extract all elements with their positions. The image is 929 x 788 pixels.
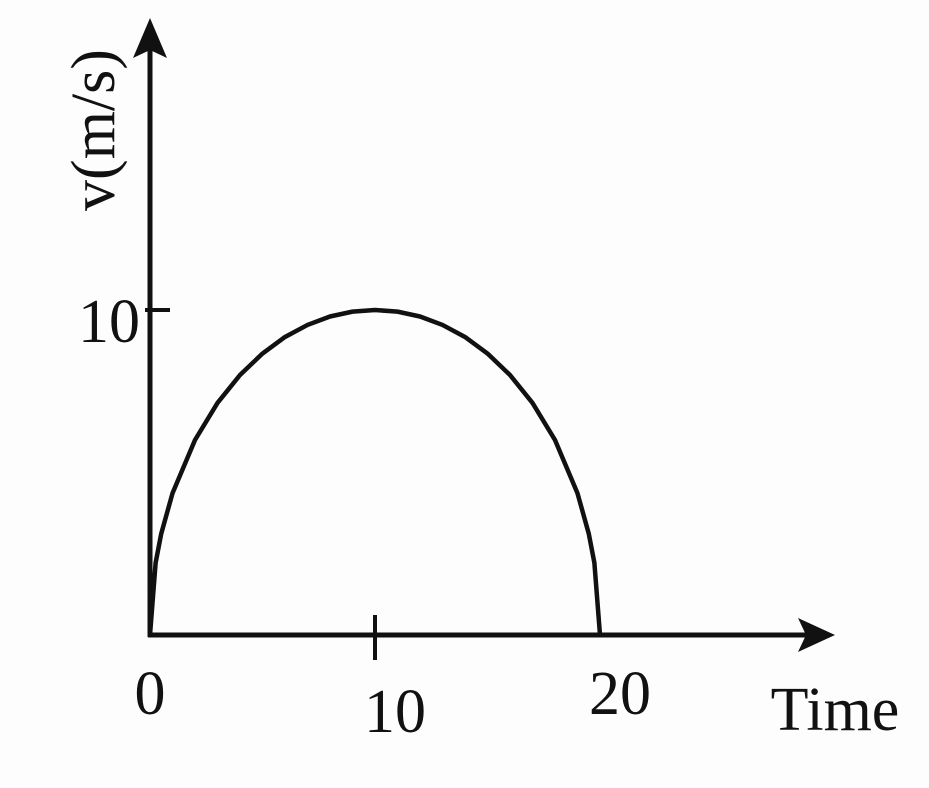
- y-tick-label: 10: [78, 288, 140, 356]
- y-axis-arrow: [133, 18, 167, 58]
- x-axis-arrow: [798, 618, 835, 652]
- x-tick-label: 10: [364, 678, 426, 746]
- x-tick-label: 20: [589, 660, 651, 728]
- x-tick-label: 0: [135, 660, 166, 728]
- y-axis-label: v(m/s): [60, 49, 128, 211]
- x-axis-label: Time: [771, 676, 900, 744]
- curve: [147, 307, 603, 636]
